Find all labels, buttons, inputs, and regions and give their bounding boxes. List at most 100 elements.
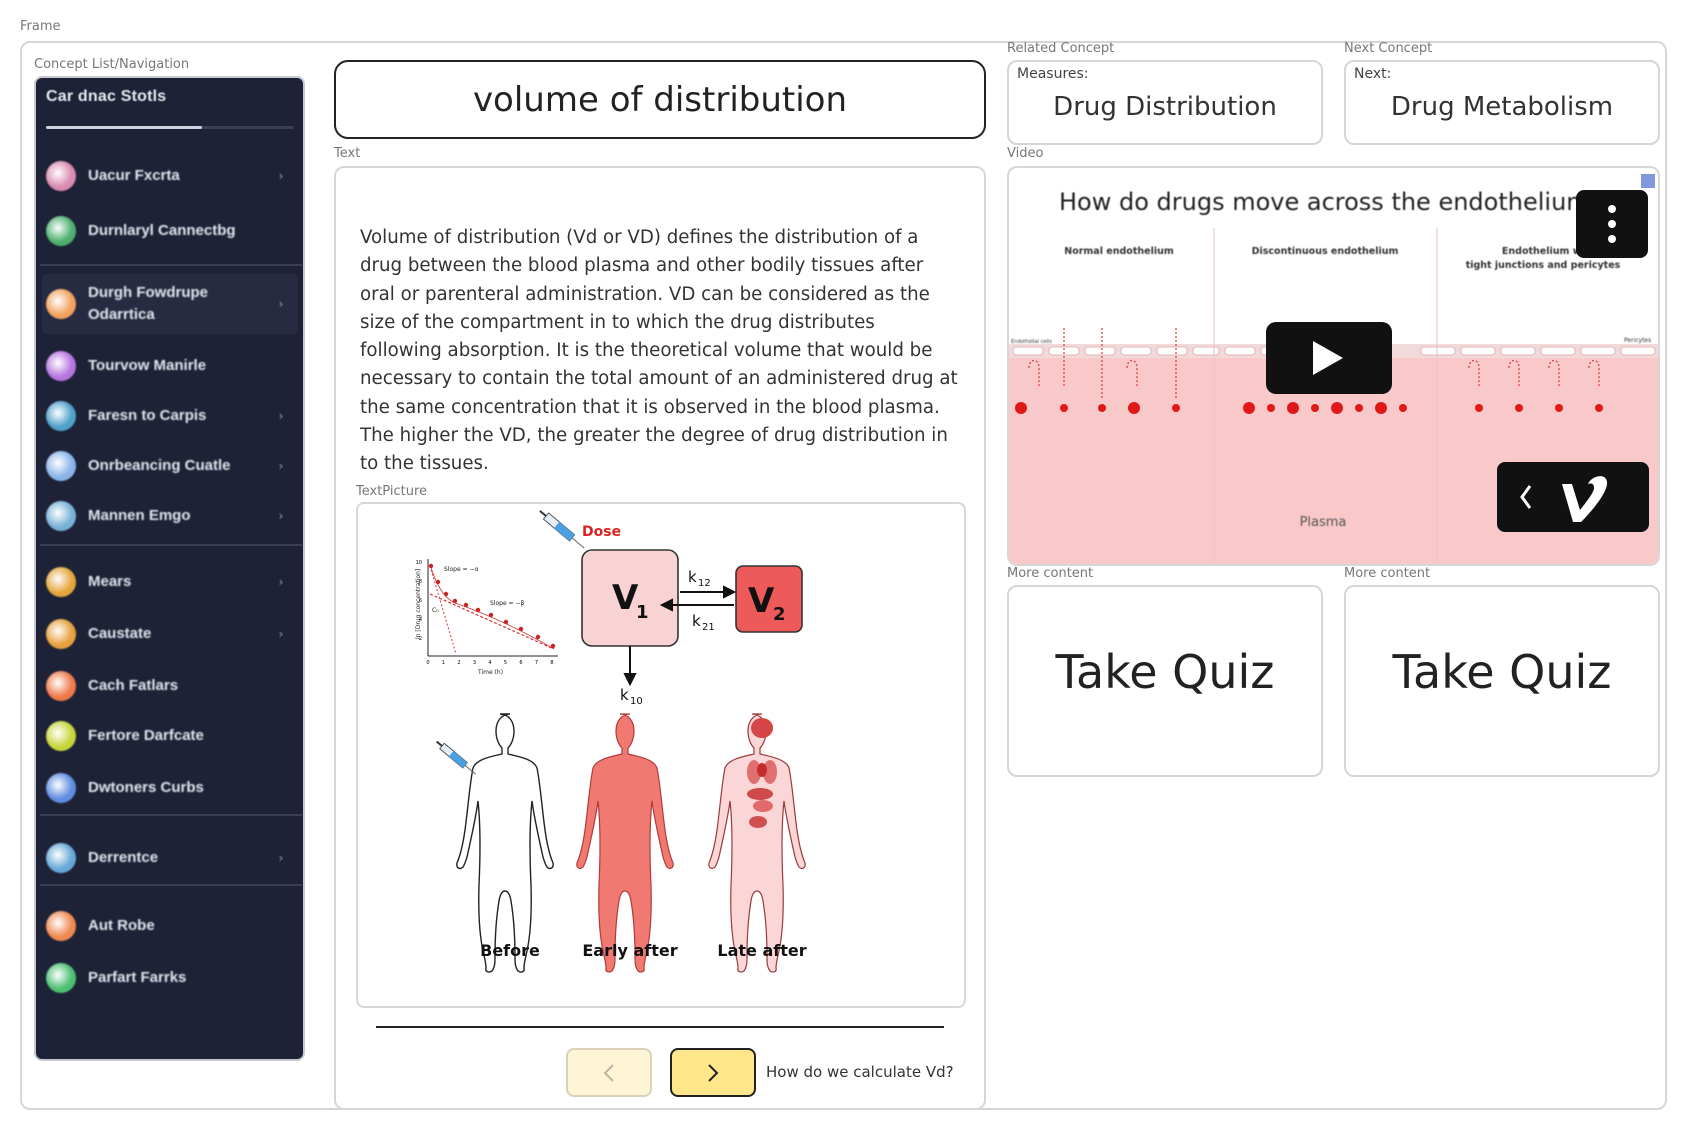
- sidebar-item-avatar-icon: [46, 773, 76, 803]
- sidebar-item[interactable]: Caustate ›: [42, 612, 298, 656]
- graph-ylabel: ln [Drug concentration]: [415, 569, 422, 639]
- late-after-label: Late after: [717, 941, 806, 960]
- sidebar-item[interactable]: Fertore Darfcate: [42, 714, 298, 758]
- sidebar-progress-fill: [46, 126, 203, 129]
- video-right-tag: Pericytes: [1624, 337, 1651, 344]
- video-player[interactable]: How do drugs move across the endothelium…: [1007, 166, 1660, 566]
- sidebar-item[interactable]: Parfart Farrks: [42, 956, 298, 1000]
- sidebar-item[interactable]: Cach Fatlars: [42, 664, 298, 708]
- video-frame: Normal endothelium Discontinuous endothe…: [1009, 174, 1658, 564]
- sidebar-item-avatar-icon: [46, 843, 76, 873]
- graph-x-tick: 4: [488, 660, 491, 666]
- graph-x-tick: 8: [550, 660, 553, 666]
- graph-y-tick: 8: [419, 579, 422, 585]
- graph-x-tick: 6: [519, 660, 522, 666]
- slope-beta-label: Slope = −β: [490, 600, 525, 607]
- chevron-right-icon: [708, 1063, 719, 1082]
- video-col1-label: Normal endothelium: [1064, 246, 1174, 257]
- video-col2-label: Discontinuous endothelium: [1252, 246, 1399, 257]
- sidebar-progress-bar: [46, 126, 294, 129]
- body-paragraph: Volume of distribution (Vd or VD) define…: [360, 227, 958, 475]
- video-col3a-label: Endothelium with: [1502, 246, 1596, 257]
- sidebar-item-avatar-icon: [46, 911, 76, 941]
- sidebar-item[interactable]: Uacur Fxcrta ›: [42, 154, 298, 198]
- k10-subscript: 10: [630, 696, 643, 707]
- sidebar-item[interactable]: Aut Robe: [42, 904, 298, 948]
- sidebar-item-avatar-icon: [46, 289, 76, 319]
- next-button[interactable]: [670, 1048, 756, 1097]
- sidebar-item-label: Uacur Fxcrta: [88, 167, 180, 185]
- video-plasma-label: Plasma: [1300, 515, 1347, 530]
- sidebar-divider: [40, 814, 302, 816]
- graph-x-tick: 7: [535, 660, 538, 666]
- play-button[interactable]: [1266, 322, 1392, 394]
- sidebar-item-avatar-icon: [46, 567, 76, 597]
- sidebar-item[interactable]: Mears ›: [42, 560, 298, 604]
- frame-label: Frame: [20, 19, 61, 34]
- syringe-small-icon: [435, 740, 477, 775]
- vimeo-logo-icon[interactable]: [1562, 476, 1608, 522]
- sidebar-title: Car dnac Stotls: [46, 88, 167, 105]
- graph-x-tick: 3: [473, 660, 476, 666]
- sidebar-item[interactable]: Dwtoners Curbs: [42, 766, 298, 810]
- sidebar-item-label: Durnlaryl Cannectbg: [88, 222, 236, 240]
- vimeo-controls[interactable]: [1497, 462, 1649, 532]
- chevron-right-icon: ›: [278, 297, 284, 311]
- next-concept-card[interactable]: Next: Drug Metabolism: [1344, 60, 1660, 145]
- graph-y-tick: 6: [419, 598, 422, 604]
- next-concept-value: Drug Metabolism: [1390, 92, 1614, 122]
- sidebar-item-avatar-icon: [46, 963, 76, 993]
- concept-sidebar: Car dnac Stotls Uacur Fxcrta › Durnlaryl C…: [34, 76, 305, 1061]
- chevron-right-icon: ›: [278, 851, 284, 865]
- text-caption: Text: [334, 146, 361, 161]
- take-quiz-card-2[interactable]: Take Quiz: [1344, 585, 1660, 777]
- sidebar-item-avatar-icon: [46, 619, 76, 649]
- before-label: Before: [480, 941, 540, 960]
- c0-label: C₀: [432, 607, 439, 614]
- human-before-icon: [456, 713, 554, 973]
- sidebar-item[interactable]: Mannen Emgo ›: [42, 494, 298, 538]
- chevron-left-icon[interactable]: [1520, 485, 1532, 509]
- sidebar-item-label: Tourvow Manirle: [88, 357, 207, 375]
- sidebar-divider: [40, 884, 302, 886]
- sidebar-item[interactable]: Durnlaryl Cannectbg: [42, 209, 298, 253]
- graph-y-tick: 4: [419, 617, 422, 623]
- chevron-right-icon: ›: [278, 627, 284, 641]
- video-col3b-label: tight junctions and pericytes: [1466, 260, 1621, 271]
- chevron-right-icon: ›: [278, 509, 284, 523]
- k21-label: k: [692, 612, 701, 630]
- next-concept-caption: Next Concept: [1344, 41, 1433, 56]
- sidebar-item-label: Durgh Fowdrupe Odarrtica: [88, 284, 208, 323]
- take-quiz-label-1: Take Quiz: [1055, 645, 1275, 699]
- compartment-v2: V 2: [735, 565, 803, 633]
- sidebar-item[interactable]: Onrbeancing Cuatle ›: [42, 444, 298, 488]
- sidebar-caption: Concept List/Navigation: [34, 57, 190, 72]
- sidebar-item-label: Parfart Farrks: [88, 969, 187, 987]
- chevron-right-icon: ›: [278, 575, 284, 589]
- related-concept-label: Measures:: [1017, 66, 1089, 82]
- sidebar-item-avatar-icon: [46, 721, 76, 751]
- sidebar-item-label: Derrentce: [88, 849, 159, 867]
- chevron-right-icon: ›: [278, 459, 284, 473]
- sidebar-item[interactable]: Tourvow Manirle: [42, 344, 298, 388]
- sidebar-item-avatar-icon: [46, 161, 76, 191]
- k21-subscript: 21: [702, 622, 715, 633]
- more-options-button[interactable]: [1576, 190, 1648, 258]
- sidebar-item-label: Faresn to Carpis: [88, 407, 207, 425]
- previous-button[interactable]: [566, 1048, 652, 1097]
- graph-y-tick: 10: [416, 560, 422, 566]
- sidebar-item[interactable]: Faresn to Carpis ›: [42, 394, 298, 438]
- k10-label: k: [620, 686, 629, 704]
- dose-label: Dose: [582, 524, 621, 540]
- sidebar-item-avatar-icon: [46, 501, 76, 531]
- related-concept-card[interactable]: Measures: Drug Distribution: [1007, 60, 1323, 145]
- graph-y-tick: 2: [419, 636, 422, 642]
- syringe-icon: [539, 510, 585, 549]
- sidebar-item[interactable]: Durgh Fowdrupe Odarrtica ›: [42, 274, 298, 334]
- sidebar-item[interactable]: Derrentce ›: [42, 836, 298, 880]
- page-title: volume of distribution: [472, 79, 848, 120]
- take-quiz-label-2: Take Quiz: [1392, 645, 1612, 699]
- take-quiz-card-1[interactable]: Take Quiz: [1007, 585, 1323, 777]
